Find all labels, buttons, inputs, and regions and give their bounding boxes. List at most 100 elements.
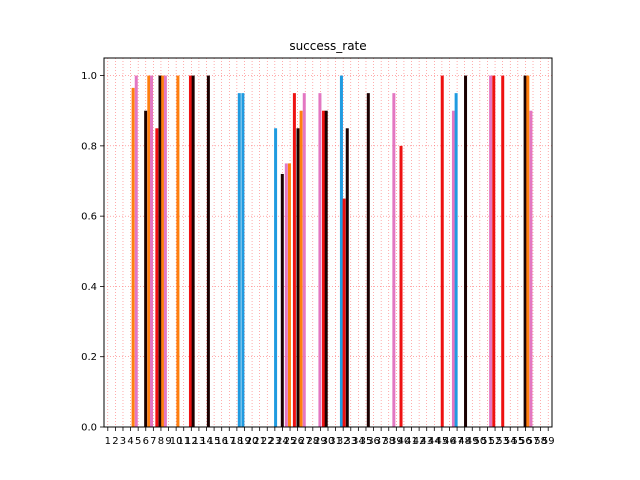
y-tick-label: 0.4 <box>81 282 97 293</box>
bar <box>464 75 468 428</box>
bar <box>274 128 278 428</box>
x-tick-label: 40 <box>398 436 411 447</box>
x-tick-label: 44 <box>428 436 441 447</box>
x-tick-label: 10 <box>170 436 183 447</box>
x-tick-label: 27 <box>299 436 312 447</box>
y-tick-label: 0.0 <box>81 423 97 434</box>
x-tick-label: 26 <box>291 436 304 447</box>
x-tick-label: 3 <box>120 436 126 447</box>
x-tick-label: 15 <box>208 436 221 447</box>
x-tick-label: 7 <box>150 436 156 447</box>
x-tick-label: 51 <box>481 436 494 447</box>
x-tick-label: 23 <box>268 436 281 447</box>
bar <box>342 198 346 427</box>
x-tick-label: 52 <box>489 436 502 447</box>
x-tick-label: 18 <box>231 436 244 447</box>
x-tick-label: 20 <box>246 436 259 447</box>
x-tick-label: 16 <box>215 436 228 447</box>
x-tick-label: 59 <box>542 436 555 447</box>
bar <box>366 93 370 428</box>
x-tick-label: 47 <box>451 436 464 447</box>
bar <box>191 75 195 428</box>
x-tick-label: 58 <box>534 436 547 447</box>
x-tick-label: 43 <box>420 436 433 447</box>
y-tick-label: 0.2 <box>81 352 97 363</box>
x-tick-label: 32 <box>337 436 350 447</box>
bar <box>296 128 300 428</box>
x-tick-label: 8 <box>158 436 164 447</box>
x-tick-label: 14 <box>200 436 213 447</box>
bar <box>440 75 444 428</box>
bar <box>345 128 349 428</box>
chart-title: success_rate <box>289 39 366 53</box>
bar <box>155 128 159 428</box>
x-tick-label: 19 <box>238 436 251 447</box>
bar <box>529 110 533 427</box>
bar <box>492 75 496 428</box>
x-tick-label: 35 <box>360 436 373 447</box>
bar <box>131 87 135 427</box>
x-tick-label: 6 <box>143 436 149 447</box>
bar <box>134 75 138 428</box>
bar <box>149 75 153 428</box>
x-tick-label: 53 <box>496 436 509 447</box>
x-tick-label: 55 <box>511 436 524 447</box>
bar <box>292 93 296 428</box>
bar <box>318 93 322 428</box>
x-tick-label: 22 <box>261 436 274 447</box>
x-tick-label: 29 <box>314 436 327 447</box>
bar <box>163 75 167 428</box>
x-tick-label: 12 <box>185 436 198 447</box>
bar <box>287 163 291 427</box>
bar <box>161 75 165 428</box>
x-tick-label: 38 <box>382 436 395 447</box>
x-tick-label: 21 <box>253 436 266 447</box>
x-axis: 1 2 3 4 5 6 7 8 91011121314151617181920212223242… <box>105 427 555 447</box>
bar <box>158 75 162 428</box>
x-tick-label: 56 <box>519 436 532 447</box>
y-tick-label: 0.6 <box>81 212 97 223</box>
bar <box>501 75 505 428</box>
bar <box>489 75 493 428</box>
x-tick-label: 42 <box>413 436 426 447</box>
x-tick-label: 9 <box>165 436 171 447</box>
bar <box>399 145 403 427</box>
x-tick-label: 34 <box>352 436 365 447</box>
plot-frame <box>103 57 553 428</box>
bars <box>131 75 533 428</box>
bar <box>280 173 284 427</box>
bar <box>322 110 326 427</box>
bar <box>144 110 148 427</box>
x-tick-label: 30 <box>322 436 335 447</box>
bar <box>284 163 288 427</box>
x-tick-label: 2 <box>112 436 118 447</box>
x-tick-label: 1 <box>105 436 111 447</box>
x-tick-label: 37 <box>375 436 388 447</box>
x-tick-label: 33 <box>344 436 357 447</box>
bar <box>176 75 180 428</box>
x-tick-label: 41 <box>405 436 418 447</box>
x-tick-label: 25 <box>284 436 297 447</box>
y-tick-label: 0.8 <box>81 141 97 152</box>
bar <box>324 110 328 427</box>
bar <box>241 93 245 428</box>
x-tick-label: 57 <box>527 436 540 447</box>
x-tick-label: 5 <box>135 436 141 447</box>
bar <box>147 75 151 428</box>
x-tick-label: 54 <box>504 436 517 447</box>
x-tick-label: 13 <box>193 436 206 447</box>
bar <box>523 75 527 428</box>
bar <box>392 93 396 428</box>
y-axis: 0.0 0.2 0.4 0.6 0.8 1.0 <box>81 71 104 434</box>
bar <box>339 75 343 428</box>
x-tick-label: 28 <box>306 436 319 447</box>
bar <box>188 75 192 428</box>
bar <box>299 110 303 427</box>
x-tick-label: 45 <box>436 436 449 447</box>
x-tick-label: 4 <box>127 436 133 447</box>
x-tick-label: 49 <box>466 436 479 447</box>
bar <box>206 75 210 428</box>
y-tick-label: 1.0 <box>81 71 97 82</box>
